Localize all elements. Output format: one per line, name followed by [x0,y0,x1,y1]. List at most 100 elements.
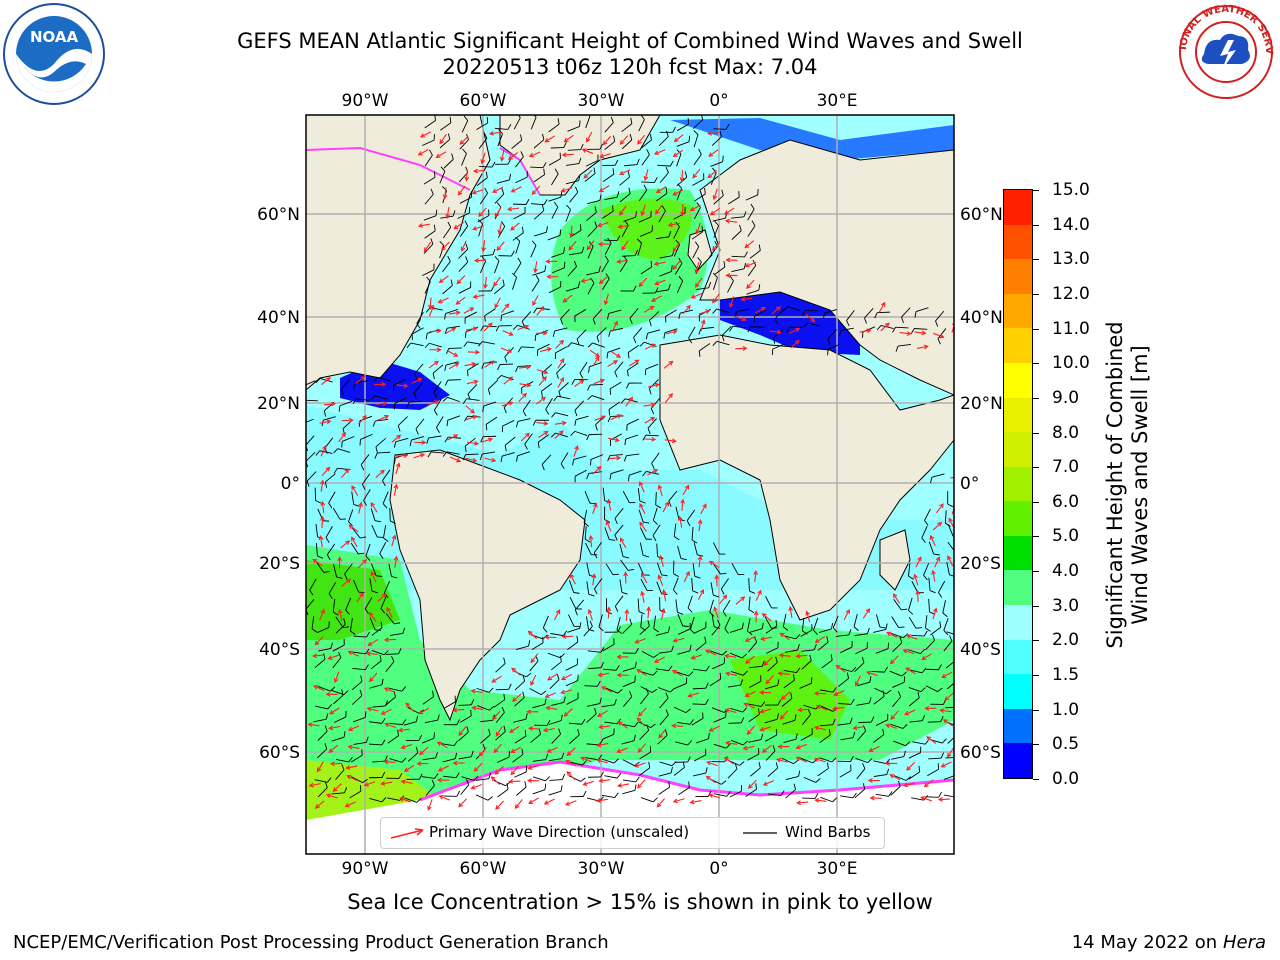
wind-barb [946,631,954,635]
wind-barb [875,713,889,726]
lat-labels-right: 60°N 40°N 20°N 0° 20°S 40°S 60°S [960,205,1003,763]
wind-barb [560,309,570,325]
wave-arrow [835,664,846,673]
wind-barb [549,673,560,690]
wind-barb [439,241,445,259]
wave-arrow [724,207,735,215]
wave-arrow [777,744,790,750]
wave-arrow [583,169,593,179]
wave-arrow [561,634,574,639]
wave-arrow [414,440,427,445]
wind-barb [487,379,499,396]
wave-arrow [707,170,717,179]
wind-barb [731,563,745,576]
wave-arrow [657,484,663,497]
wave-arrow [439,133,447,145]
wind-barb [674,677,688,689]
wind-barb [639,724,650,741]
wave-arrow [484,360,495,368]
wave-arrow [700,319,706,331]
wind-barb [567,260,577,277]
wind-barb [351,689,363,705]
wind-barb [532,419,549,426]
wind-barb [493,279,505,295]
wind-barb [365,543,371,561]
wave-arrow [544,692,556,699]
wave-arrow [355,376,366,384]
wave-arrow [429,328,442,334]
wave-arrow [603,293,609,306]
wave-arrow [634,762,646,768]
wave-arrow [427,400,440,406]
wave-arrow [932,607,938,620]
wind-barb [927,763,939,777]
wind-barb [658,645,674,654]
wave-arrow [813,691,827,696]
wind-barb [406,773,423,780]
wave-arrow [437,765,449,772]
wind-barb [923,563,930,581]
wind-barb [800,728,813,741]
wind-barb [622,661,637,672]
colorbar-tick-label: 0.5 [1052,734,1080,755]
wind-barb [602,205,614,219]
wave-arrow [491,186,504,193]
wind-barb [946,682,954,690]
wind-barb [353,736,369,745]
wave-arrow [610,350,622,358]
wind-barb [440,116,452,131]
wind-barb [569,729,580,744]
wave-arrow [453,222,464,230]
wave-arrow [915,556,922,568]
wave-arrow [436,777,450,783]
wind-barb [461,148,467,166]
lon-label: 0° [709,859,728,879]
wind-barb [673,523,680,541]
lat-labels-left: 60°N 40°N 20°N 0° 20°S 40°S 60°S [257,205,300,763]
wind-barb [477,705,495,711]
wave-arrow [933,332,945,339]
lat-label: 20°S [960,554,1001,574]
wind-barb [500,452,515,463]
wave-arrow [672,242,681,253]
wind-barb [442,752,458,763]
wind-barb [503,397,514,414]
wind-barb [785,770,801,781]
wind-barb [601,728,615,740]
wind-barb [306,380,316,386]
wave-arrow [507,152,518,160]
wind-barb [567,120,581,132]
wind-barb [659,166,669,183]
wave-arrow [734,315,747,322]
wind-barb [514,691,525,707]
wind-barb [731,224,742,240]
wave-arrow [447,434,459,441]
wind-barb [436,416,444,433]
wave-arrow [813,757,826,763]
wave-arrow [639,503,646,515]
wind-barb [629,308,639,325]
wind-barb [609,469,624,480]
wind-barb [729,785,742,798]
wave-arrow [867,778,880,783]
chart-subtitle: 20220513 t06z 120h fcst Max: 7.04 [442,55,818,79]
wave-arrow [915,589,921,602]
wind-barb [674,756,691,763]
wind-barb [371,650,389,656]
wind-barb [838,698,855,705]
wind-barb [494,256,500,274]
wind-barb [893,775,912,781]
wind-barb [380,596,387,614]
wave-arrow [597,672,610,678]
wave-arrow [554,420,567,426]
wind-barb [693,148,702,166]
wind-barb [621,721,639,728]
wind-barb [415,418,425,435]
wave-arrow [393,483,399,496]
wave-arrow [940,761,952,768]
wind-barb [444,695,456,709]
wave-arrow [616,259,629,264]
wind-barb [892,676,906,688]
wave-arrow [496,241,505,252]
